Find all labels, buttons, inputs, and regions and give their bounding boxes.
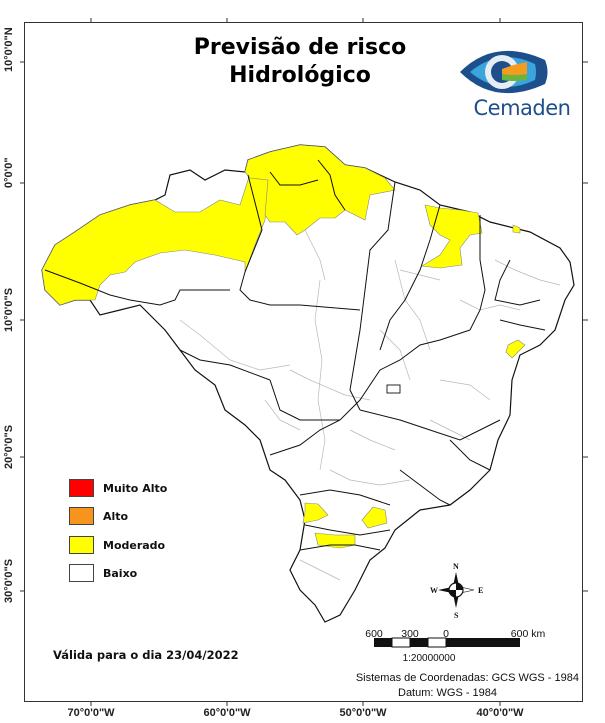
legend-label: Muito Alto bbox=[103, 481, 168, 495]
municipal-borders bbox=[179, 229, 561, 581]
legend-swatch-orange bbox=[69, 507, 94, 525]
legend-swatch-white bbox=[69, 564, 94, 582]
scale-ratio: 1:20000000 bbox=[402, 653, 456, 664]
lon-label-60w: 60°0'0"W bbox=[203, 707, 251, 719]
compass-rose-icon bbox=[438, 572, 475, 608]
graticule-ticks bbox=[20, 18, 588, 706]
scale-label-600: 600 bbox=[365, 628, 383, 640]
lon-label-70w: 70°0'0"W bbox=[67, 707, 115, 719]
moderado-regions bbox=[41, 144, 526, 549]
lat-label-10n: 10°0'0"N bbox=[3, 27, 15, 72]
scale-bar bbox=[374, 637, 520, 648]
coordinate-system: Sistemas de Coordenadas: GCS WGS - 1984 bbox=[355, 672, 579, 684]
validity-date: Válida para o dia 23/04/2022 bbox=[53, 648, 239, 662]
logo-text: Cemaden bbox=[473, 96, 571, 120]
region-roraima-para bbox=[244, 144, 396, 236]
title-line-1: Previsão de risco bbox=[193, 35, 407, 60]
cemaden-eye-logo-icon bbox=[460, 50, 548, 94]
scale-label-0: 0 bbox=[443, 628, 449, 640]
legend-label: Moderado bbox=[103, 538, 166, 552]
compass-e: E bbox=[478, 586, 484, 595]
state-borders bbox=[44, 159, 546, 551]
region-rn-east bbox=[512, 224, 521, 234]
federal-district bbox=[386, 384, 401, 394]
lon-label-50w: 50°0'0"W bbox=[339, 707, 387, 719]
region-parana-west bbox=[302, 502, 329, 524]
legend-item-muito-alto: Muito Alto bbox=[69, 478, 167, 498]
legend-label: Baixo bbox=[103, 566, 138, 580]
lat-label-10s: 10°0'0"S bbox=[3, 287, 15, 332]
compass-s: S bbox=[454, 611, 459, 620]
legend-item-alto: Alto bbox=[69, 506, 128, 526]
legend-item-moderado: Moderado bbox=[69, 535, 165, 555]
compass-w: W bbox=[430, 586, 438, 595]
legend-swatch-yellow bbox=[69, 536, 94, 554]
lat-label-0: 0°0'0" bbox=[3, 157, 15, 188]
datum: Datum: WGS - 1984 bbox=[398, 687, 498, 699]
title-line-2: Hidrológico bbox=[229, 63, 371, 88]
legend-swatch-red bbox=[69, 479, 94, 497]
lat-label-20s: 20°0'0"S bbox=[3, 424, 15, 469]
legend-item-baixo: Baixo bbox=[69, 563, 137, 583]
map-title: Previsão de risco Hidrológico bbox=[150, 34, 450, 90]
lat-label-30s: 30°0'0"S bbox=[3, 558, 15, 603]
scale-label-300: 300 bbox=[401, 628, 419, 640]
legend-label: Alto bbox=[103, 509, 129, 523]
region-parana-east bbox=[361, 506, 388, 529]
region-maranhao-north bbox=[421, 204, 483, 269]
region-sergipe-alagoas bbox=[505, 339, 526, 359]
scale-label-600km: 600 km bbox=[510, 628, 546, 640]
compass-n: N bbox=[453, 562, 459, 571]
lon-label-40w: 40°0'0"W bbox=[476, 707, 524, 719]
